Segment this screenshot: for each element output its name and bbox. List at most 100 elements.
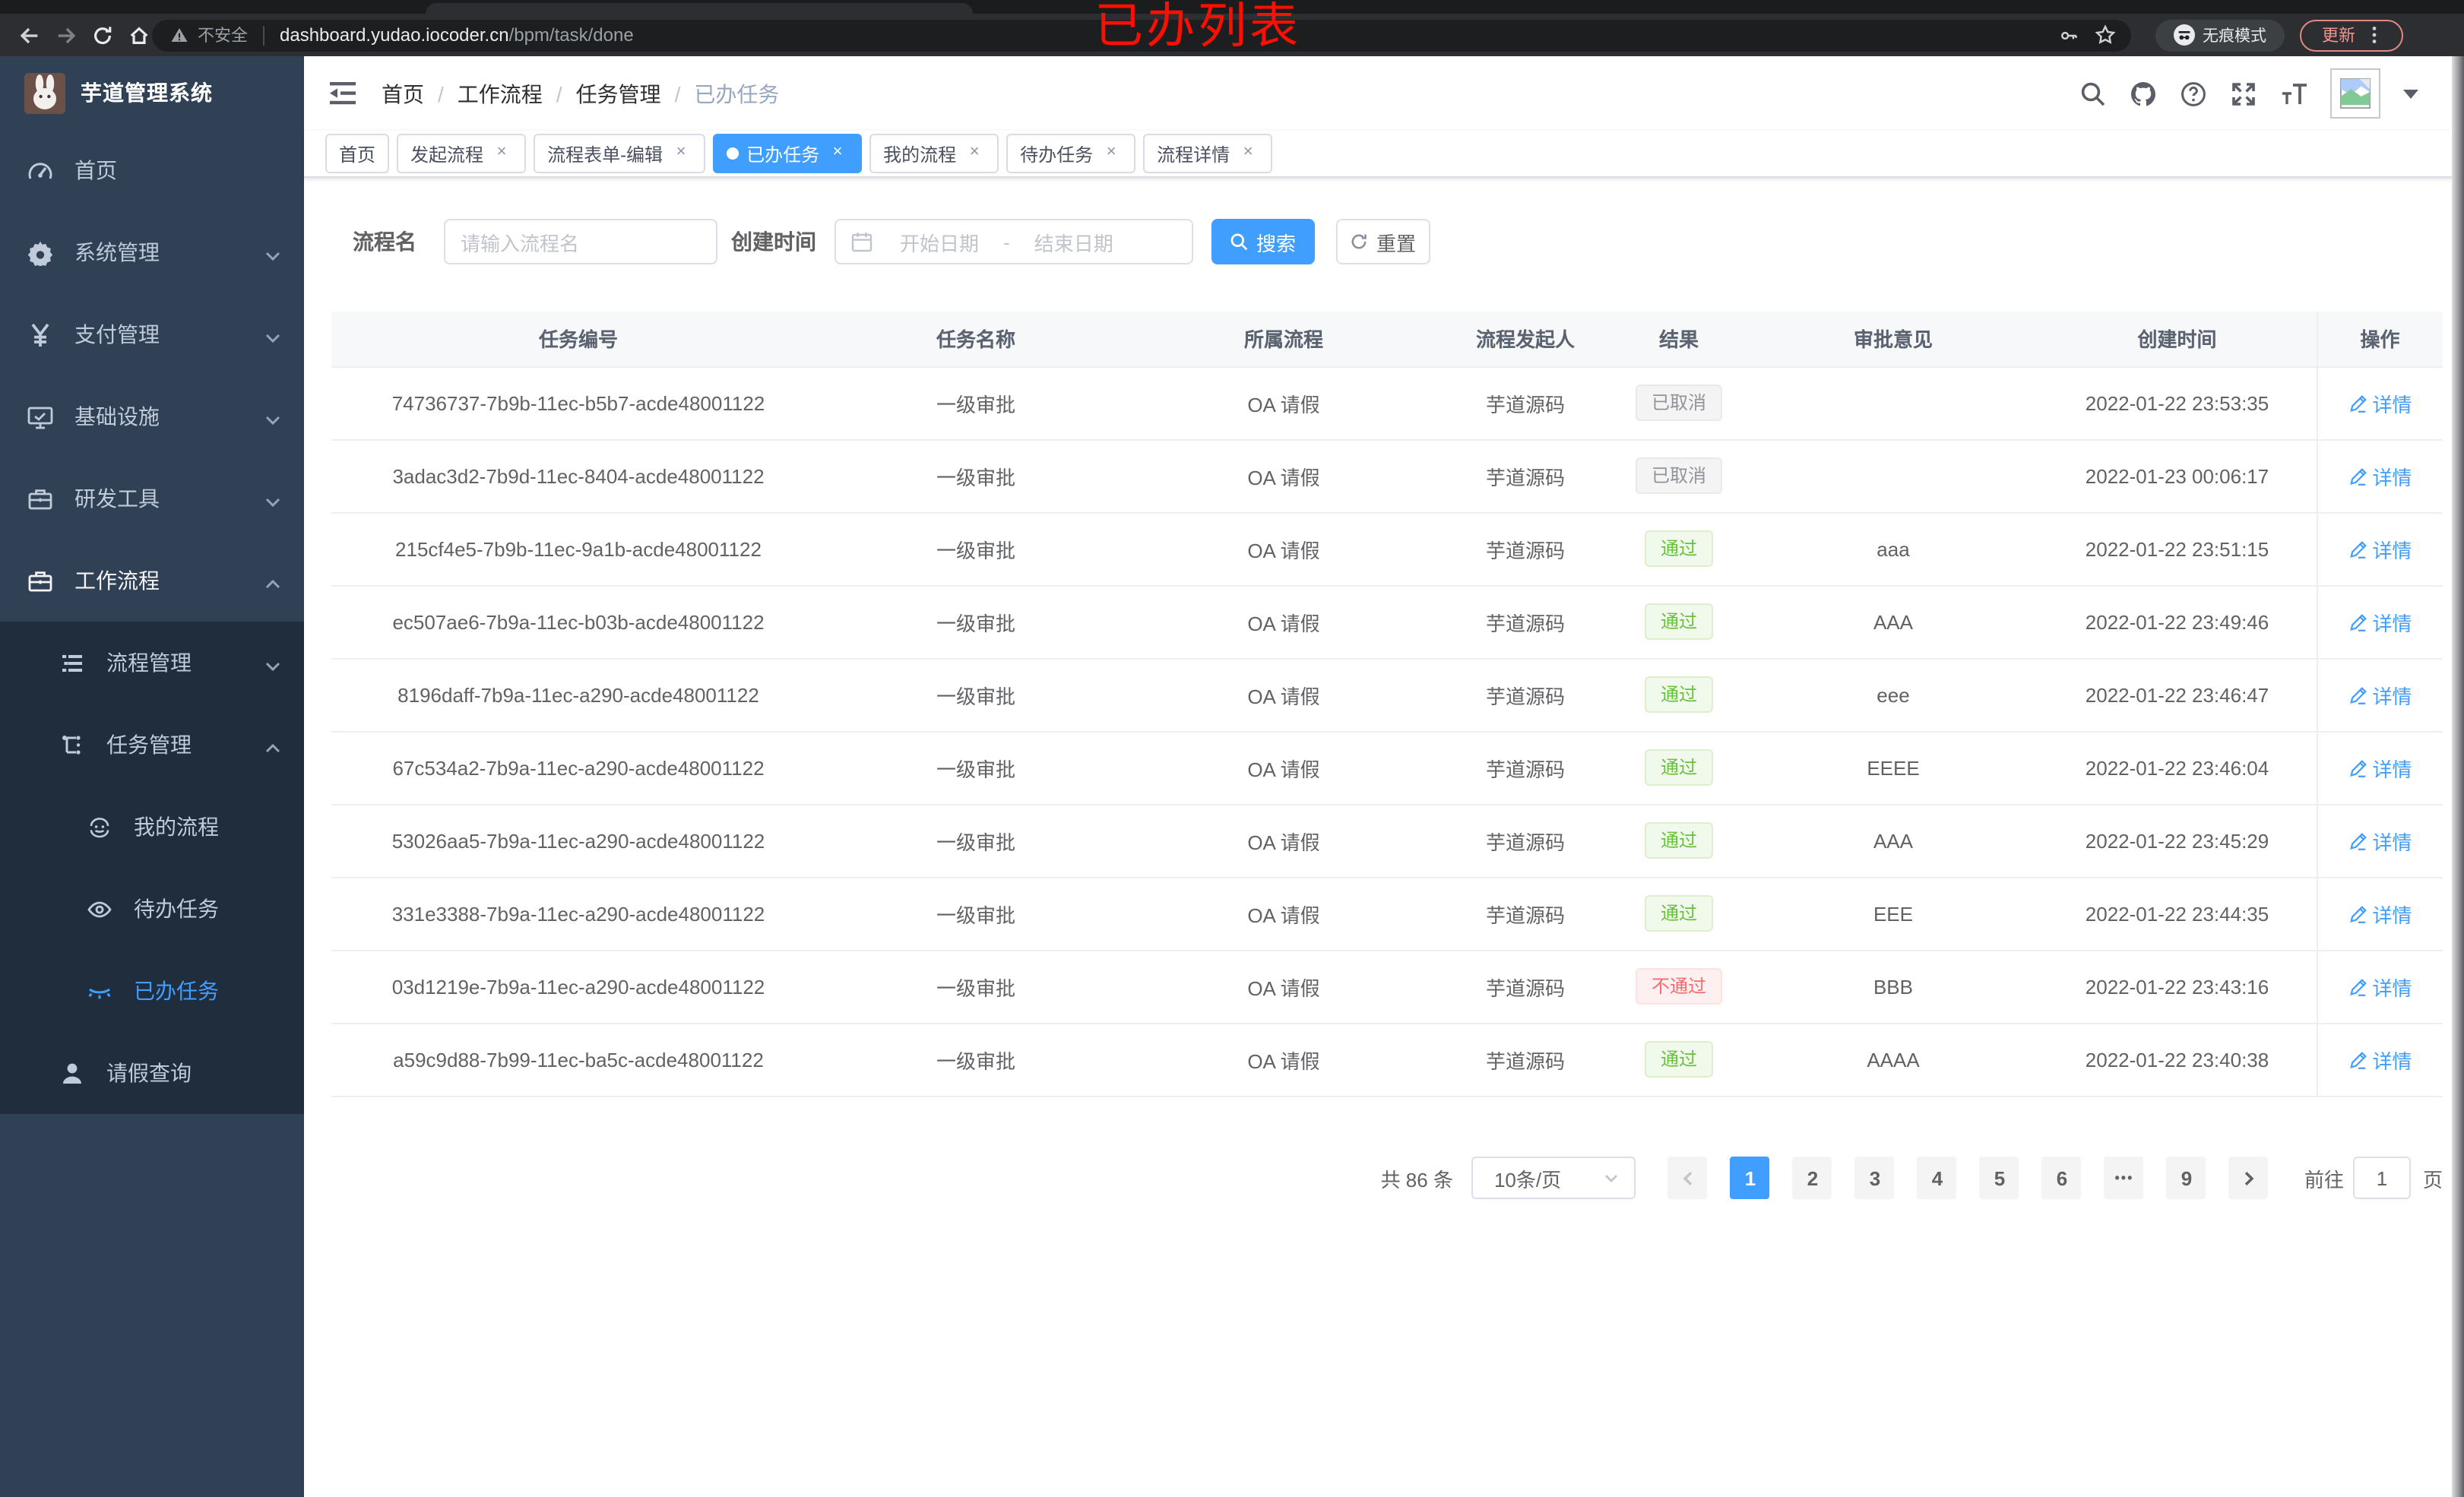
process-name-placeholder: 请输入流程名 <box>461 232 580 255</box>
reset-button[interactable]: 重置 <box>1336 219 1430 264</box>
detail-link[interactable]: 详情 <box>2348 972 2412 1001</box>
sidebar-item-2[interactable]: 支付管理 <box>0 293 304 375</box>
breadcrumb-item[interactable]: 任务管理 <box>575 81 661 106</box>
page-button-2[interactable]: 2 <box>1792 1157 1832 1199</box>
reload-icon[interactable] <box>91 24 114 46</box>
close-icon[interactable]: × <box>1243 143 1253 161</box>
search-icon[interactable] <box>2079 80 2107 107</box>
result-cell: 不通过 <box>1610 950 1748 1024</box>
page-button-3[interactable]: 3 <box>1854 1157 1895 1199</box>
breadcrumb-item[interactable]: 首页 <box>382 81 424 106</box>
tab-6[interactable]: 流程详情 × <box>1143 134 1273 173</box>
page-unit-label: 页 <box>2422 1168 2443 1191</box>
sidebar-logo[interactable]: 芋道管理系统 <box>0 56 304 129</box>
sidebar-item-10[interactable]: 已办任务 <box>0 950 304 1032</box>
search-button-label: 搜索 <box>1256 232 1296 255</box>
fullscreen-icon[interactable] <box>2230 80 2257 107</box>
result-cell: 通过 <box>1610 585 1748 659</box>
column-header-3: 流程发起人 <box>1441 312 1610 367</box>
task-id-cell: 215cf4e5-7b9b-11ec-9a1b-acde48001122 <box>331 512 825 586</box>
browser-active-tab[interactable] <box>426 3 973 14</box>
next-page-button[interactable] <box>2228 1157 2269 1199</box>
comment-cell: AAA <box>1748 804 2038 878</box>
created-cell: 2022-01-22 23:49:46 <box>2038 585 2317 659</box>
sidebar-item-5[interactable]: 工作流程 <box>0 540 304 622</box>
back-icon[interactable] <box>18 24 41 46</box>
forward-icon[interactable] <box>55 24 78 46</box>
page-button-1[interactable]: 1 <box>1730 1157 1770 1199</box>
close-icon[interactable]: × <box>676 143 686 161</box>
page-button-5[interactable]: 5 <box>1979 1157 2019 1199</box>
date-range-input[interactable]: 开始日期 - 结束日期 <box>835 219 1193 264</box>
tab-2[interactable]: 流程表单-编辑 × <box>534 134 706 173</box>
close-icon[interactable]: × <box>1106 143 1116 161</box>
tab-0[interactable]: 首页 <box>325 134 390 173</box>
sidebar-item-1[interactable]: 系统管理 <box>0 211 304 293</box>
detail-link[interactable]: 详情 <box>2348 388 2412 417</box>
edit-pen-icon <box>2349 978 2367 995</box>
action-cell: 详情 <box>2316 877 2443 951</box>
page-size-select[interactable]: 10条/页 <box>1471 1157 1636 1199</box>
star-icon[interactable] <box>2095 24 2116 46</box>
detail-link[interactable]: 详情 <box>2348 607 2412 636</box>
search-button[interactable]: 搜索 <box>1211 219 1315 264</box>
close-icon[interactable]: × <box>832 143 843 161</box>
page-button-9[interactable]: 9 <box>2166 1157 2206 1199</box>
tab-label: 发起流程 <box>410 144 484 165</box>
detail-link[interactable]: 详情 <box>2348 1045 2412 1074</box>
page-button-4[interactable]: 4 <box>1917 1157 1957 1199</box>
prev-page-button[interactable] <box>1667 1157 1708 1199</box>
close-icon[interactable]: × <box>969 143 980 161</box>
tab-3[interactable]: 已办任务 × <box>713 134 863 173</box>
table-row: 53026aa5-7b9a-11ec-a290-acde48001122 一级审批… <box>331 804 2443 878</box>
sidebar-item-11[interactable]: 请假查询 <box>0 1032 304 1114</box>
goto-page-input[interactable]: 1 <box>2352 1157 2411 1199</box>
breadcrumb-item[interactable]: 工作流程 <box>457 81 543 106</box>
page-button-6[interactable]: 6 <box>2041 1157 2082 1199</box>
update-button[interactable]: 更新 <box>2300 19 2403 51</box>
process-cell: OA 请假 <box>1126 439 1441 513</box>
kebab-menu-icon[interactable] <box>2366 26 2381 44</box>
incognito-label: 无痕模式 <box>2203 27 2266 45</box>
address-bar[interactable]: 不安全 dashboard.yudao.iocoder.cn/bpm/task/… <box>152 19 2131 51</box>
sidebar-item-9[interactable]: 待办任务 <box>0 868 304 950</box>
result-cell: 通过 <box>1610 731 1748 805</box>
sidebar-item-3[interactable]: 基础设施 <box>0 375 304 457</box>
sidebar-item-4[interactable]: 研发工具 <box>0 457 304 540</box>
detail-link[interactable]: 详情 <box>2348 753 2412 782</box>
process-cell: OA 请假 <box>1126 366 1441 440</box>
github-icon[interactable] <box>2130 80 2157 107</box>
sidebar-item-8[interactable]: 我的流程 <box>0 786 304 868</box>
comment-cell <box>1748 366 2038 440</box>
table-row: ec507ae6-7b9a-11ec-b03b-acde48001122 一级审批… <box>331 585 2443 659</box>
tab-5[interactable]: 待办任务 × <box>1006 134 1136 173</box>
home-icon[interactable] <box>128 24 150 46</box>
column-header-2: 所属流程 <box>1126 312 1441 367</box>
result-cell: 通过 <box>1610 877 1748 951</box>
url-path: /bpm/task/done <box>508 24 634 46</box>
detail-link[interactable]: 详情 <box>2348 534 2412 563</box>
sidebar-item-6[interactable]: 流程管理 <box>0 622 304 704</box>
edit-pen-icon <box>2349 394 2367 412</box>
pager-ellipsis[interactable]: ••• <box>2104 1157 2144 1199</box>
help-icon[interactable] <box>2180 80 2207 107</box>
detail-link[interactable]: 详情 <box>2348 899 2412 928</box>
tab-4[interactable]: 我的流程 × <box>869 134 999 173</box>
avatar[interactable] <box>2330 68 2380 119</box>
sidebar-item-7[interactable]: 任务管理 <box>0 704 304 786</box>
process-name-input[interactable]: 请输入流程名 <box>444 219 717 264</box>
detail-link[interactable]: 详情 <box>2348 461 2412 490</box>
detail-link-label: 详情 <box>2372 393 2412 416</box>
close-icon[interactable]: × <box>496 143 507 161</box>
detail-link-label: 详情 <box>2372 976 2412 999</box>
detail-link[interactable]: 详情 <box>2348 680 2412 709</box>
tab-1[interactable]: 发起流程 × <box>397 134 527 173</box>
edit-pen-icon <box>2349 467 2367 485</box>
key-icon[interactable] <box>2060 25 2079 45</box>
sidebar-item-0[interactable]: 首页 <box>0 129 304 211</box>
avatar-caret-icon[interactable] <box>2403 89 2418 98</box>
sidebar-item-label: 流程管理 <box>106 650 192 675</box>
detail-link[interactable]: 详情 <box>2348 826 2412 855</box>
font-size-icon[interactable] <box>2280 80 2307 107</box>
sidebar-fold-icon[interactable] <box>330 82 356 105</box>
